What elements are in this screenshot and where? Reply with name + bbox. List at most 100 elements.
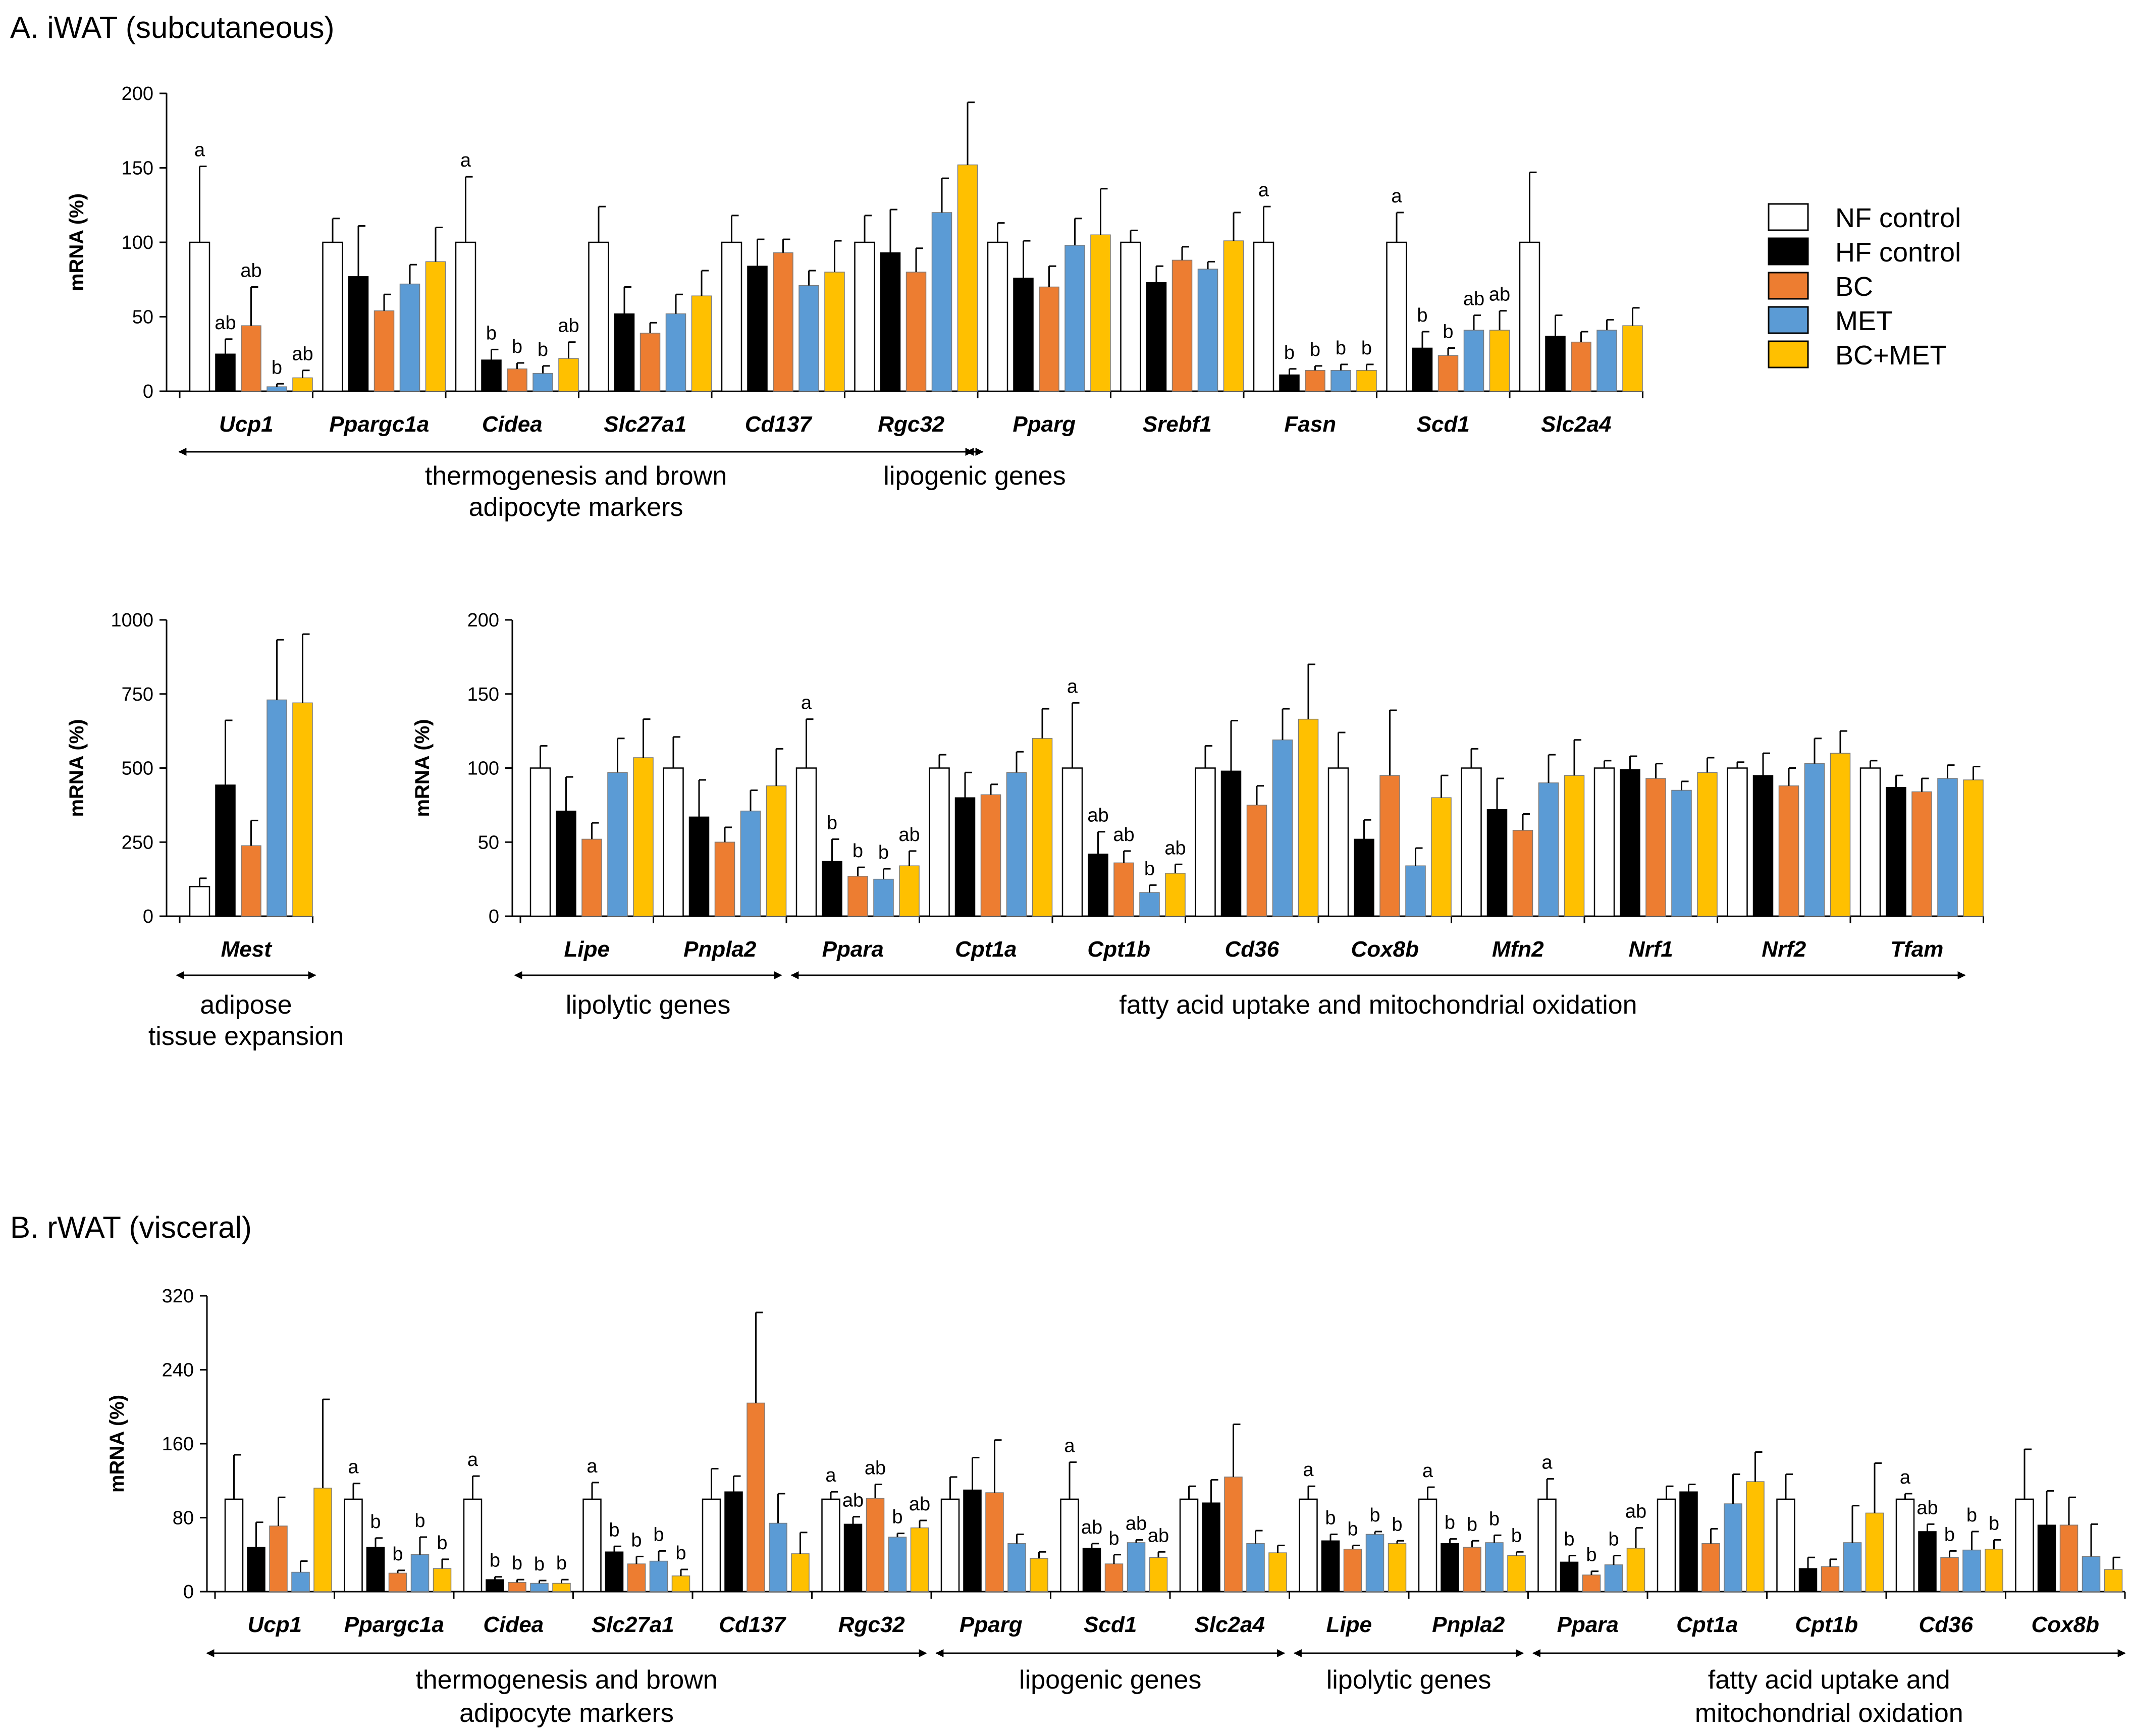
y-tick-label: 250 <box>122 832 153 853</box>
group-label-thermogenesis-and-brown: adipocyte markers <box>459 1699 674 1728</box>
bar-bc-cidea <box>507 369 527 392</box>
bar-bc-met-slc27a1 <box>671 1575 690 1592</box>
bar-bc-met-cidea <box>558 358 579 392</box>
significance-label: a <box>467 1449 478 1470</box>
gene-label-scd1: Scd1 <box>1417 412 1470 437</box>
bar-bc-mfn2 <box>1512 830 1533 917</box>
bar-met-cd36 <box>1272 739 1293 917</box>
significance-label: ab <box>909 1494 930 1515</box>
gene-label-ppara: Ppara <box>1557 1612 1619 1637</box>
significance-label: b <box>1325 1507 1336 1529</box>
bar-hf-control-mest <box>215 784 236 917</box>
bar-bc-met-cox8b <box>1431 797 1452 917</box>
significance-label: b <box>1586 1545 1596 1566</box>
bar-nf-control-cidea <box>455 241 476 392</box>
bar-nf-control-mest <box>189 886 210 917</box>
gene-label-fasn: Fasn <box>1284 412 1336 437</box>
bar-hf-control-rgc32 <box>880 252 901 392</box>
bar-met-ppara <box>1604 1564 1623 1592</box>
bar-bc-met-scd1 <box>1489 330 1510 392</box>
bar-bc-met-cox8b <box>2104 1569 2123 1592</box>
bar-bc-cd137 <box>747 1402 765 1592</box>
bar-met-nrf2 <box>1804 763 1825 917</box>
y-axis-label: mRNA (%) <box>66 193 88 291</box>
bar-bc-pparg <box>985 1492 1004 1592</box>
significance-label: b <box>1108 1528 1119 1549</box>
gene-label-scd1: Scd1 <box>1084 1612 1137 1637</box>
bar-nf-control-cidea <box>463 1498 483 1593</box>
bar-bc-cd137 <box>773 252 793 392</box>
bar-bc-cpt1a <box>1701 1543 1720 1592</box>
bar-bc-met-ucp1 <box>292 377 313 392</box>
bar-hf-control-ppara <box>822 861 842 917</box>
significance-label: b <box>878 842 889 863</box>
significance-label: ab <box>1463 289 1484 310</box>
bar-bc-cidea <box>508 1582 526 1592</box>
significance-label: ab <box>1916 1497 1938 1518</box>
significance-label: b <box>827 812 837 833</box>
bar-bc-cd36 <box>1940 1557 1959 1592</box>
significance-label: a <box>1900 1467 1911 1488</box>
bar-bc-rgc32 <box>906 272 927 392</box>
bar-bc-met-pnpla2 <box>1507 1555 1526 1592</box>
significance-label: b <box>1608 1529 1619 1550</box>
bar-met-pparg <box>1007 1543 1026 1592</box>
bar-bc-met-ppargc1a <box>425 261 446 392</box>
y-tick-label: 200 <box>122 83 153 104</box>
significance-label: b <box>490 1550 500 1571</box>
bar-bc-met-cd36 <box>1298 718 1319 917</box>
gene-label-lipe: Lipe <box>1326 1612 1372 1637</box>
significance-label: b <box>512 336 522 357</box>
bar-nf-control-slc27a1 <box>588 241 609 392</box>
significance-label: b <box>392 1544 403 1565</box>
y-tick-label: 100 <box>467 758 499 779</box>
bar-met-pnpla2 <box>1485 1542 1504 1592</box>
bar-met-slc2a4 <box>1596 330 1617 392</box>
significance-label: ab <box>865 1458 886 1479</box>
y-tick-label: 200 <box>467 610 499 631</box>
y-tick-label: 80 <box>173 1508 194 1529</box>
bar-nf-control-scd1 <box>1386 241 1407 392</box>
significance-label: ab <box>558 315 579 337</box>
group-label-lipogenic-genes: lipogenic genes <box>1019 1665 1201 1695</box>
gene-label-slc27a1: Slc27a1 <box>592 1612 674 1637</box>
legend-swatch-nf-control <box>1768 203 1809 231</box>
significance-label: b <box>675 1543 686 1564</box>
gene-label-mest: Mest <box>221 937 273 962</box>
bar-hf-control-cpt1a <box>1679 1491 1698 1592</box>
bar-bc-met-slc27a1 <box>691 295 712 392</box>
bar-nf-control-nrf1 <box>1593 767 1615 917</box>
gene-label-rgc32: Rgc32 <box>838 1612 906 1637</box>
y-tick-label: 750 <box>122 684 153 705</box>
bar-bc-cpt1b <box>1113 862 1134 917</box>
bar-hf-control-rgc32 <box>843 1523 863 1592</box>
bar-bc-tfam <box>1911 791 1932 917</box>
significance-label: ab <box>292 344 313 365</box>
bar-nf-control-slc2a4 <box>1179 1498 1199 1593</box>
bar-nf-control-pparg <box>940 1498 960 1593</box>
bar-bc-mest <box>241 845 261 917</box>
bar-met-cpt1a <box>1724 1503 1742 1592</box>
bar-met-slc2a4 <box>1246 1543 1265 1592</box>
legend-label-met: MET <box>1835 306 1893 336</box>
group-label-adipose: tissue expansion <box>148 1022 344 1051</box>
gene-label-ucp1: Ucp1 <box>219 412 274 437</box>
significance-label: a <box>1258 180 1269 201</box>
bar-bc-lipe <box>581 838 602 917</box>
bar-met-rgc32 <box>931 212 952 392</box>
bar-hf-control-slc2a4 <box>1202 1502 1220 1592</box>
bar-nf-control-tfam <box>1859 767 1881 917</box>
bar-bc-met-cd137 <box>824 272 845 392</box>
significance-label: b <box>1369 1505 1380 1526</box>
significance-label: ab <box>898 824 920 846</box>
bar-nf-control-cd36 <box>1895 1498 1915 1593</box>
bar-bc-met-fasn <box>1356 370 1377 392</box>
bar-nf-control-ppara <box>795 767 817 917</box>
bar-bc-met-mest <box>292 702 313 917</box>
significance-label: b <box>272 357 282 378</box>
bar-bc-pnpla2 <box>714 841 735 917</box>
bar-nf-control-nrf2 <box>1727 767 1748 917</box>
bar-bc-nrf2 <box>1778 785 1799 917</box>
significance-label: ab <box>1625 1501 1646 1522</box>
